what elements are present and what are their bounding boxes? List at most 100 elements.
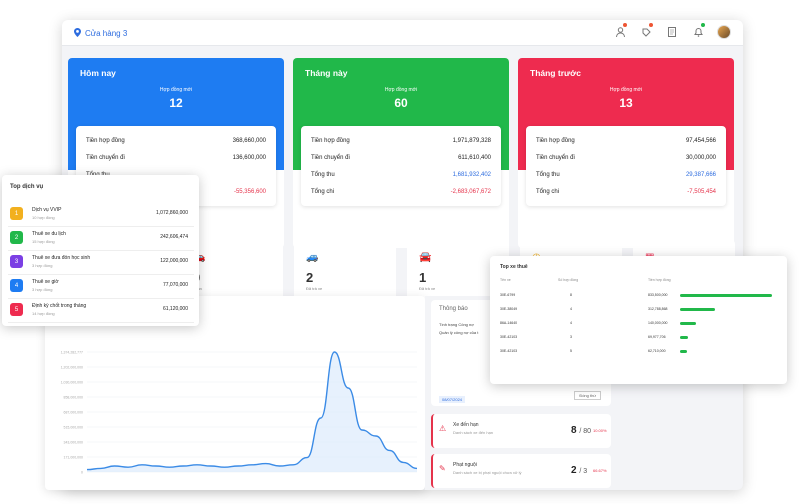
list-item[interactable]: 1 Dịch vụ VVIP 10 hợp đồng 1,072,860,000	[8, 203, 194, 227]
area-chart: 1,374,282,777 1,202,000,000 1,030,000,000 8…	[61, 351, 418, 475]
contract-count: 8	[570, 293, 572, 297]
rank-badge: 1	[10, 207, 23, 220]
service-contracts: 15 hợp đồng	[32, 239, 55, 244]
row-label: Tiền hợp đồng	[536, 137, 575, 144]
stat-value: 1	[419, 270, 427, 285]
y-tick-label: 1,374,282,777	[61, 351, 83, 355]
vehicle-plate: 30E-42103	[500, 335, 518, 339]
table-row[interactable]: 30E-42103 5 62,710,000	[490, 346, 787, 360]
list-item[interactable]: 5 Định kỳ chốt trong tháng 14 hợp đồng 6…	[8, 299, 194, 323]
panel-count: 13	[619, 96, 633, 110]
rank-badge: 3	[10, 255, 23, 268]
document-icon[interactable]	[665, 25, 679, 39]
bell-icon[interactable]	[691, 23, 705, 39]
list-item[interactable]: 2 Thuê xe du lịch 15 hợp đồng 242,606,47…	[8, 227, 194, 251]
warning-icon: ⚠	[439, 424, 447, 433]
table-row[interactable]: 86A-14640 4 140,000,000	[490, 318, 787, 332]
notice-date: 08/07/2024	[439, 396, 466, 403]
area-fill	[87, 352, 417, 472]
vehicle-plate: 86A-14640	[500, 321, 518, 325]
table-row[interactable]: 30E-42103 3 69,977,706	[490, 332, 787, 346]
row-value: 611,610,400	[458, 154, 491, 161]
service-value: 1,072,860,000	[156, 210, 188, 216]
y-tick-label: 1,202,000,000	[61, 366, 83, 370]
user-icon[interactable]	[613, 23, 627, 39]
due-vehicles-card[interactable]: ⚠ Xe đến hạn Danh sách xe đến hạn 8 / 80…	[431, 414, 611, 448]
service-name: Thuê xe giờ	[32, 279, 59, 285]
car-icon: 🚗	[193, 252, 206, 263]
summary-row: Tiền hợp đồng 1,971,879,328	[311, 132, 491, 149]
row-label: Tiền chuyển đi	[311, 154, 350, 161]
notice-title: Thông báo	[439, 306, 468, 312]
store-label: Cửa hàng 3	[85, 29, 128, 38]
summary-row: Tổng thu	[86, 166, 266, 183]
row-label: Tổng thu	[536, 171, 560, 178]
amount-bar	[680, 336, 688, 339]
row-value: -55,356,600	[233, 188, 266, 195]
notice-line: Tình trạng Công nợ	[439, 322, 474, 327]
table-row[interactable]: 30E-6799 8 833,500,000	[490, 290, 787, 304]
y-tick-label: 1,030,000,000	[61, 381, 83, 385]
vehicle-plate: 30E-38049	[500, 307, 518, 311]
row-value: 1,681,932,402	[452, 171, 491, 178]
stat-label: Đã trả xe	[419, 286, 436, 291]
store-selector[interactable]: Cửa hàng 3	[74, 28, 127, 39]
rank-badge: 5	[10, 303, 23, 316]
summary-row: Tiền chuyển đi 611,610,400	[311, 149, 491, 166]
summary-panel: Tháng này Hợp đồng mới 60 Tiền hợp đồng 1…	[293, 58, 509, 248]
panel-title: Hôm nay	[80, 68, 116, 78]
amount-bar	[680, 294, 772, 297]
y-tick-label: 343,000,000	[64, 441, 84, 445]
service-value: 77,070,000	[162, 282, 188, 288]
card-percent: 66.67%	[593, 468, 607, 473]
service-name: Dịch vụ VVIP	[32, 207, 62, 213]
y-tick-label: 171,000,000	[64, 456, 84, 460]
service-name: Thuê xe đưa đón học sinh	[32, 255, 91, 261]
top-bar: Cửa hàng 3	[62, 20, 743, 46]
summary-row: Tiền hợp đồng 97,454,566	[536, 132, 716, 149]
car-icon: 🚙	[306, 252, 319, 263]
summary-row: Tiền chuyển đi 136,600,000	[86, 149, 266, 166]
row-label: Tổng chi	[311, 188, 335, 195]
panel-subtitle: Hợp đồng mới	[609, 87, 643, 93]
location-pin-icon	[74, 28, 81, 39]
notice-close-button[interactable]: Đóng thứ	[574, 391, 601, 400]
receipt-icon: ✎	[439, 464, 446, 473]
row-value: -2,683,067,672	[450, 188, 491, 195]
top-vehicles-card: Top xe thuê Tên xe Số hợp đồng Tiền hợp …	[490, 256, 787, 384]
contract-amount: 69,977,706	[648, 335, 666, 339]
service-contracts: 14 hợp đồng	[32, 311, 55, 316]
avatar[interactable]	[717, 25, 731, 39]
panel-title: Tháng này	[305, 68, 348, 78]
stat-value: 2	[306, 270, 314, 285]
panel-header: Tháng này Hợp đồng mới 60 Tiền hợp đồng 1…	[293, 58, 509, 206]
y-tick-label: 0	[81, 471, 83, 475]
top-services-card: Top dịch vụ 1 Dịch vụ VVIP 10 hợp đồng 1…	[2, 175, 199, 326]
card-value: 8 / 80	[571, 425, 592, 436]
dashboard-window: Cửa hàng 3 Hôm nay Hợp đồng mới 1 2 Tiền …	[62, 20, 743, 490]
row-value: 29,387,666	[685, 171, 716, 178]
amount-bar	[680, 308, 715, 311]
row-value: 368,660,000	[232, 137, 266, 144]
card-title: Phạt nguội	[453, 462, 477, 468]
row-label: Tiền chuyển đi	[536, 154, 575, 161]
list-item[interactable]: 4 Thuê xe giờ 3 hợp đồng 77,070,000	[8, 275, 194, 299]
amount-bar	[680, 322, 696, 325]
column-header: Tiền hợp đồng	[648, 278, 671, 282]
list-item[interactable]: 3 Thuê xe đưa đón học sinh 3 hợp đồng 12…	[8, 251, 194, 275]
amount-bar	[680, 350, 687, 353]
contract-amount: 312,788,868	[648, 307, 668, 311]
summary-row: Tổng chi -2,683,067,672	[311, 183, 491, 200]
row-value: 30,000,000	[685, 154, 716, 161]
summary-row: Tiền hợp đồng 368,660,000	[86, 132, 266, 149]
fines-card[interactable]: ✎ Phạt nguội Danh sách xe bị phạt nguội …	[431, 454, 611, 488]
summary-row: Tổng thu 1,681,932,402	[311, 166, 491, 183]
card-value: 2 / 3	[571, 465, 588, 476]
panel-subtitle: Hợp đồng mới	[384, 87, 418, 93]
row-value: 136,600,000	[232, 154, 266, 161]
tag-icon[interactable]	[639, 23, 653, 39]
table-row[interactable]: 30E-38049 4 312,788,868	[490, 304, 787, 318]
row-label: Tiền chuyển đi	[86, 154, 125, 161]
contract-count: 4	[570, 307, 572, 311]
y-tick-label: 687,000,000	[64, 411, 84, 415]
